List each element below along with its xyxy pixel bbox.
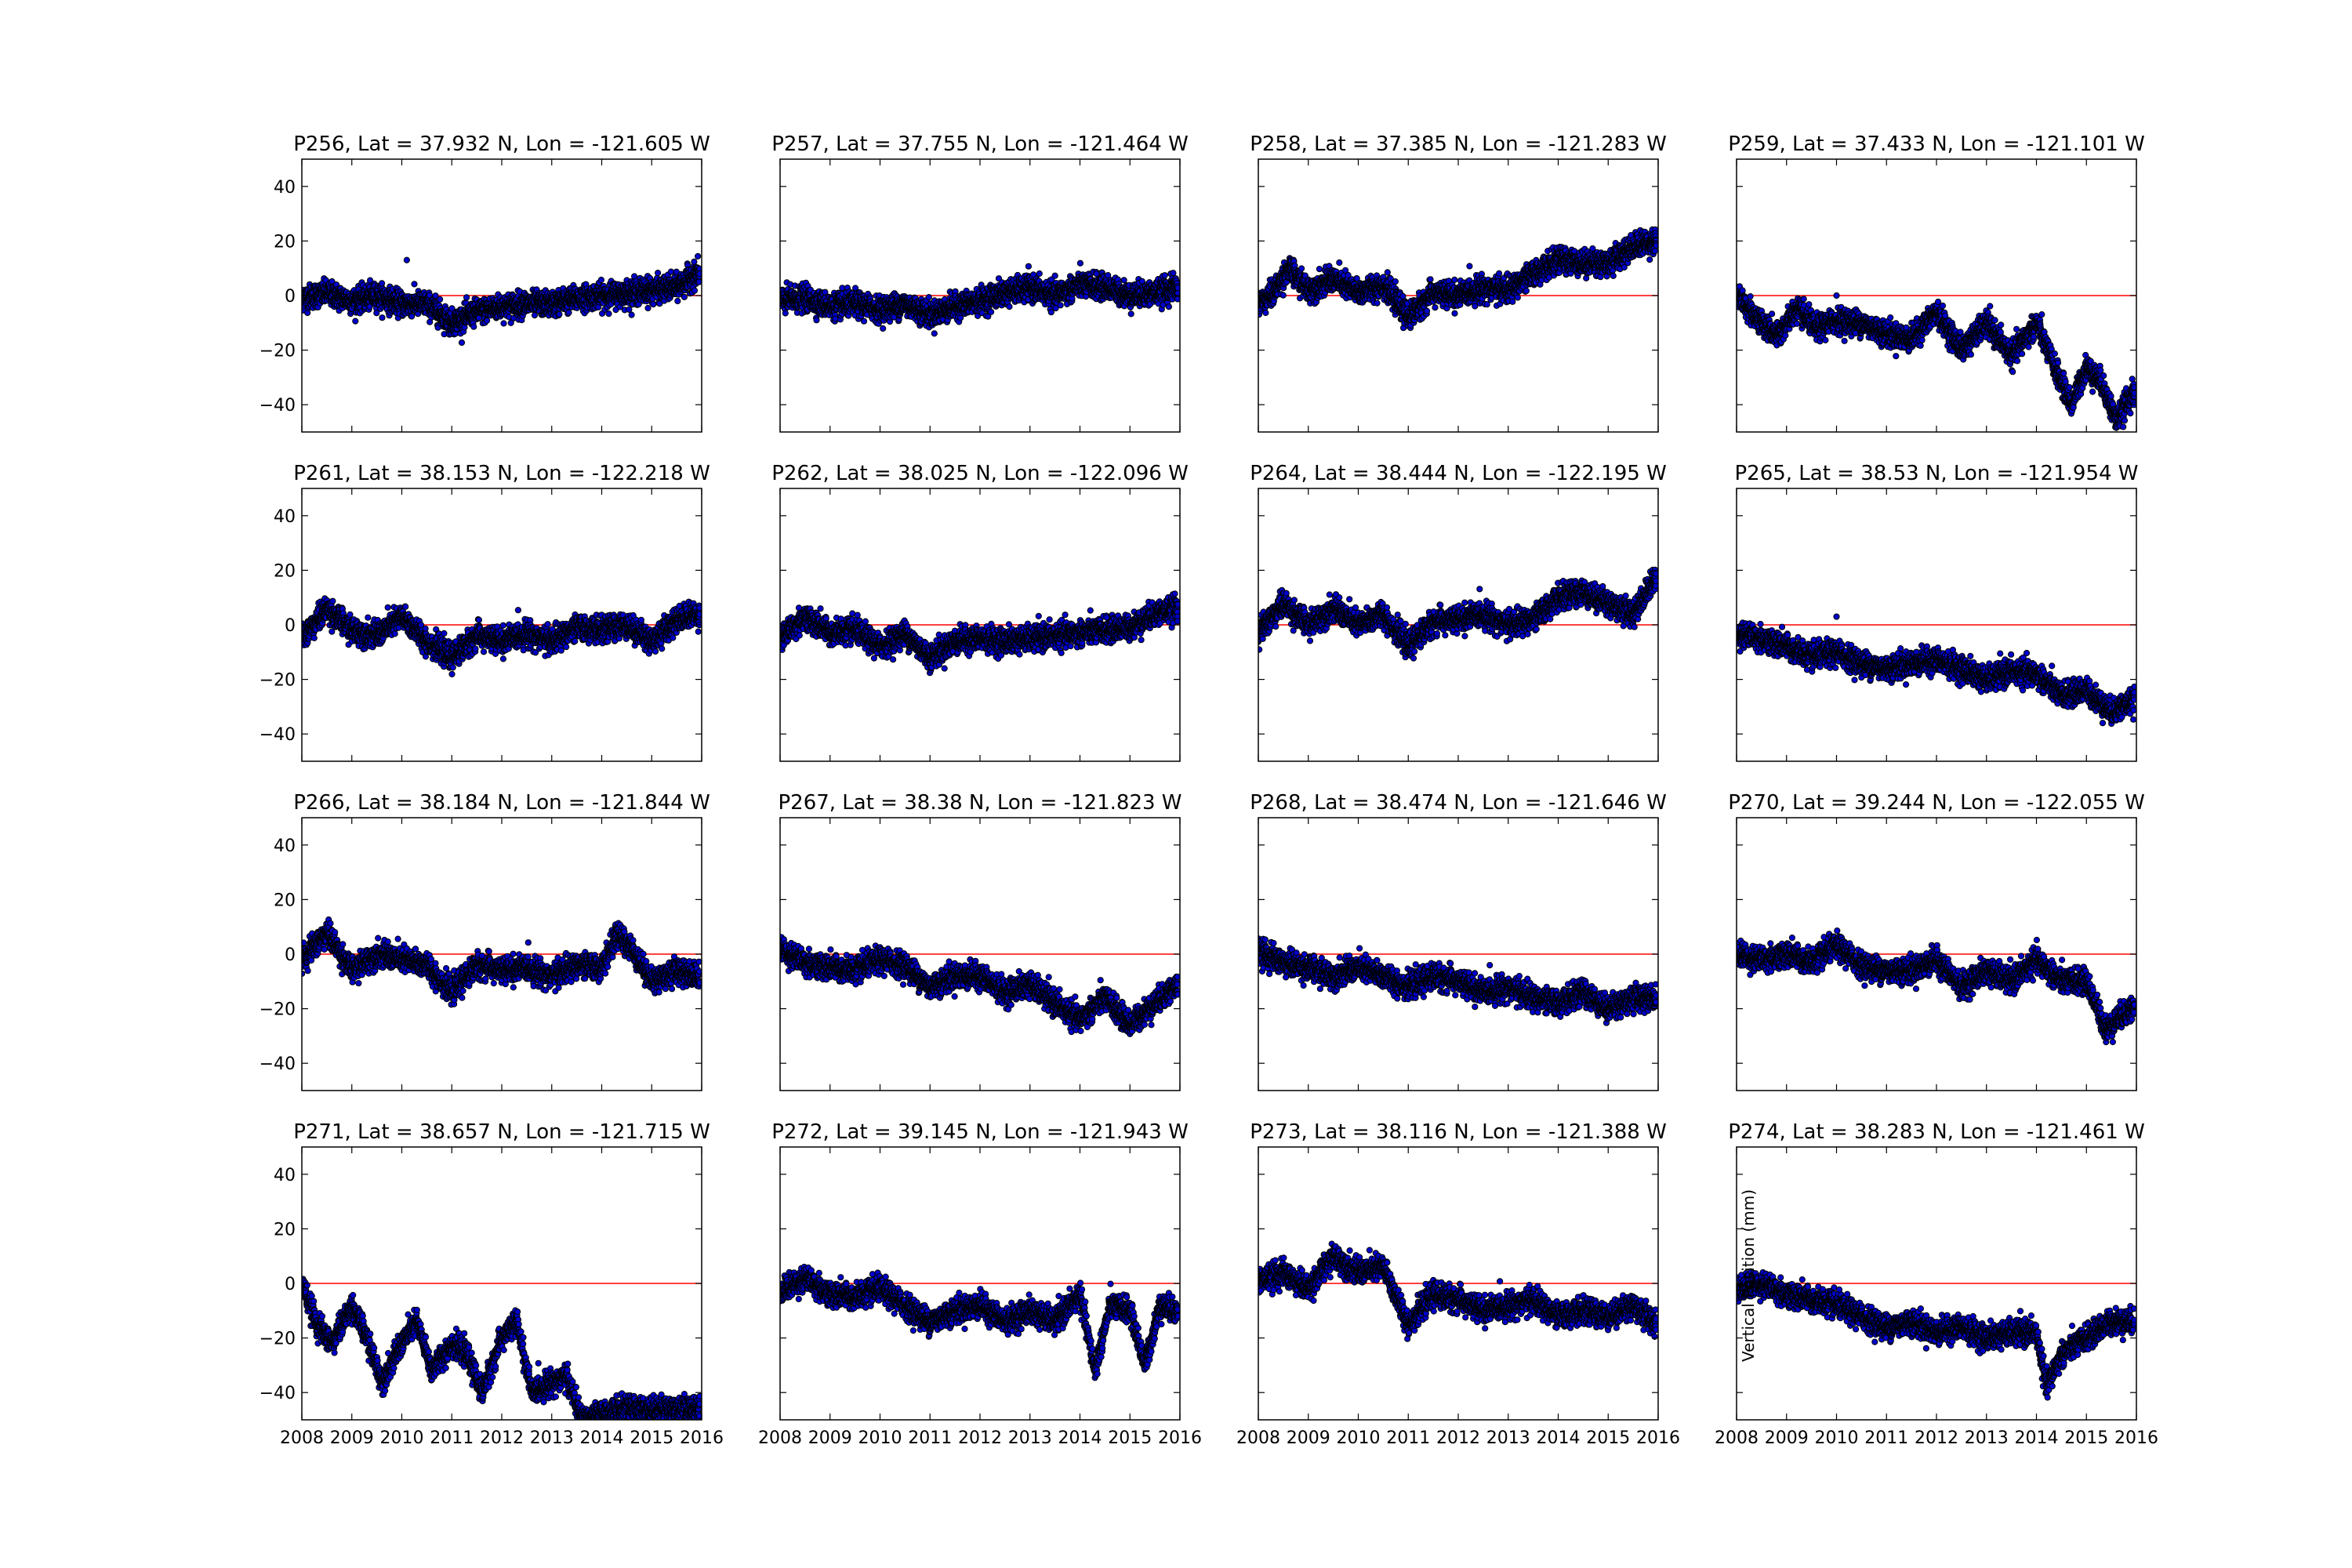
data-point (448, 305, 456, 312)
data-point (656, 300, 663, 307)
panel-title: P256, Lat = 37.932 N, Lon = -121.605 W (293, 132, 710, 156)
data-point (500, 320, 507, 327)
data-point (373, 310, 380, 317)
data-point (531, 312, 539, 319)
data-point (1006, 303, 1013, 310)
data-point (556, 310, 563, 318)
y-tick-label: 0 (285, 287, 296, 307)
data-point (626, 306, 633, 313)
data-point (880, 325, 887, 332)
data-point (813, 317, 820, 324)
data-point (1047, 309, 1054, 316)
data-point (437, 296, 444, 303)
data-point (691, 287, 699, 294)
data-point (655, 270, 662, 277)
data-point (507, 319, 514, 326)
data-point (1051, 272, 1058, 279)
data-point (366, 303, 373, 310)
data-point (379, 280, 386, 287)
data-point (1036, 270, 1043, 278)
panel-1: P257, Lat = 37.755 N, Lon = -121.464 W (771, 132, 1189, 433)
y-tick-label: −20 (260, 342, 296, 361)
data-point (565, 309, 572, 316)
data-point (988, 308, 995, 315)
data-point (432, 292, 439, 299)
data-point (782, 310, 789, 317)
y-tick-label: 40 (274, 178, 296, 198)
data-point (1120, 277, 1127, 284)
data-point (408, 313, 416, 320)
data-points (302, 252, 702, 347)
outlier-point (403, 256, 410, 263)
data-point (1057, 302, 1064, 309)
data-point (644, 304, 652, 312)
data-point (411, 281, 418, 288)
data-point (605, 310, 612, 318)
data-point (1127, 310, 1134, 318)
data-point (681, 293, 688, 300)
data-point (691, 258, 698, 265)
data-point (597, 276, 605, 284)
data-point (628, 311, 635, 318)
panel-0: −40 −20 0 20 40 P256, Lat = 37.932 N, Lon = -… (260, 132, 710, 433)
data-point (1025, 263, 1033, 270)
panels-container: −40 −20 0 20 40 P256, Lat = 37.932 N, Lon = -… (260, 132, 2158, 1448)
data-point (695, 252, 702, 260)
data-point (379, 314, 386, 321)
data-point (352, 318, 359, 325)
y-tick-label: 20 (274, 232, 296, 252)
data-point (650, 301, 657, 308)
data-point (470, 323, 477, 330)
data-point (458, 339, 466, 347)
data-point (860, 318, 868, 325)
data-points (780, 260, 1180, 337)
y-tick-label: −40 (260, 396, 296, 416)
data-point (695, 278, 702, 285)
data-point (696, 270, 702, 278)
data-point (925, 294, 932, 301)
data-point (367, 277, 374, 284)
data-point (931, 330, 938, 337)
data-point (1076, 260, 1084, 267)
data-point (674, 297, 681, 305)
data-point (1093, 270, 1100, 278)
data-point (463, 294, 470, 301)
data-point (484, 317, 491, 324)
